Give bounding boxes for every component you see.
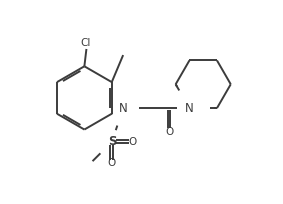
Text: S: S (108, 135, 116, 148)
Text: O: O (165, 126, 173, 137)
Text: N: N (119, 102, 128, 115)
Text: Cl: Cl (80, 38, 91, 48)
Text: N: N (185, 102, 194, 115)
Text: O: O (128, 137, 136, 147)
Text: O: O (108, 158, 116, 168)
